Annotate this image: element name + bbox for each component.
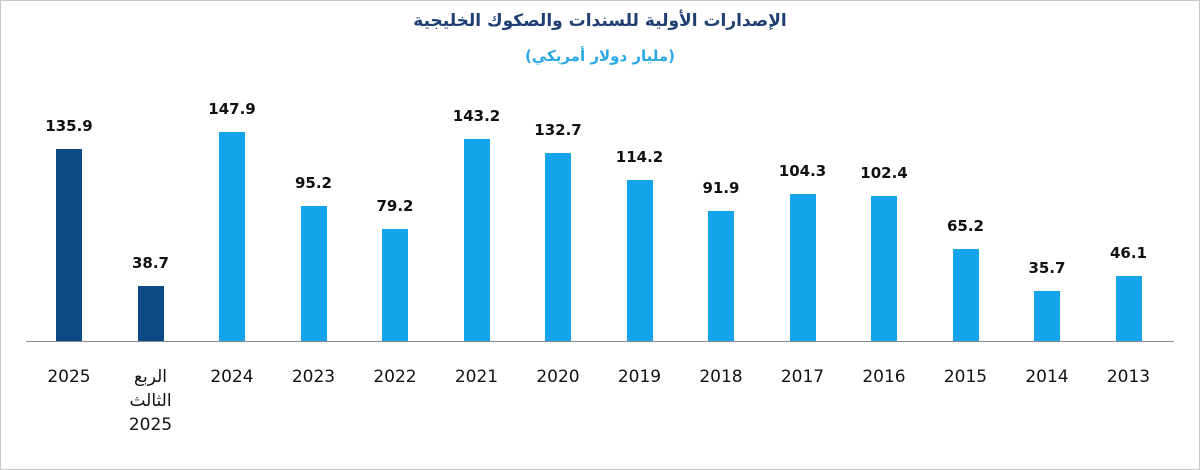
x-tick-label: 2025 [47,367,91,387]
bar [56,148,82,341]
bar [382,229,408,341]
bar [789,193,816,341]
value-label: 38.7 [131,254,169,273]
x-tick-label: 2015 [943,367,988,387]
value-label: 104.3 [778,161,827,180]
bar [1034,290,1060,341]
x-tick-label: 2013 [1106,367,1151,387]
x-tick-label: 2018 [699,367,743,387]
x-tick-label: 2014 [1025,367,1069,387]
bar [300,206,327,341]
value-label: 114.2 [615,147,664,166]
x-tick-label: 2023 [291,367,336,387]
value-label: 35.7 [1028,258,1066,277]
x-tick-label: 2020 [536,367,580,387]
value-label: 102.4 [860,164,908,183]
x-axis-line [26,341,1174,342]
value-label: 91.9 [702,179,740,198]
x-tick-label: 2017 [780,367,825,387]
x-tick-label: 2022 [373,367,417,387]
value-label: 135.9 [45,116,93,135]
bar [137,286,164,341]
x-tick-label: 2019 [617,367,662,387]
x-tick-label: الربع الثالث 2025 [128,367,173,435]
value-label: 147.9 [208,100,256,118]
x-tick-label: 2024 [210,367,254,387]
bar [871,196,897,341]
chart-subtitle: (مليار دولار أمريكي) [524,47,676,65]
value-label: 65.2 [946,216,984,235]
value-label: 46.1 [1109,243,1147,262]
bar [1115,275,1142,341]
value-label: 79.2 [376,197,414,216]
x-tick-label: 2016 [862,367,906,387]
bar [463,138,490,341]
bar [219,132,245,341]
chart-title: الإصدارات الأولية للسندات والصكوك الخليج… [413,11,787,31]
value-label: 132.7 [534,121,582,140]
bar [708,211,734,341]
bar [626,179,653,341]
bar [952,248,979,341]
value-label: 95.2 [294,174,332,193]
x-tick-label: 2021 [454,367,499,387]
value-label: 143.2 [452,106,501,125]
bar [545,153,571,341]
